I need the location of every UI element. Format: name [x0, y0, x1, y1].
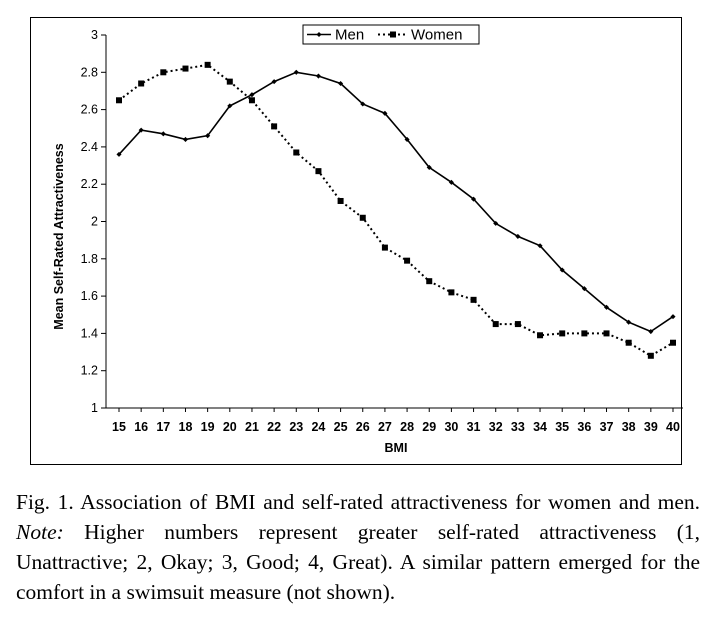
- data-point-women: [204, 61, 211, 68]
- caption-text-1: Association of BMI and self-rated attrac…: [80, 490, 700, 514]
- data-point-men: [360, 101, 366, 107]
- x-tick-label: 25: [334, 420, 348, 434]
- x-tick-label: 36: [577, 420, 591, 434]
- x-tick-label: 26: [356, 420, 370, 434]
- data-point-women: [404, 257, 411, 264]
- data-point-women: [514, 321, 521, 328]
- y-tick-label: 1.6: [81, 289, 98, 303]
- x-tick-label: 21: [245, 420, 259, 434]
- data-point-men: [182, 136, 189, 142]
- data-point-men: [205, 133, 211, 139]
- data-point-women: [426, 278, 433, 285]
- data-point-women: [559, 330, 566, 337]
- data-point-men: [670, 314, 676, 320]
- data-point-women: [315, 168, 322, 175]
- legend-label-men: Men: [335, 27, 364, 44]
- y-tick-label: 1.4: [81, 326, 98, 340]
- data-point-women: [647, 352, 654, 359]
- x-tick-label: 28: [400, 420, 414, 434]
- data-point-women: [138, 80, 145, 87]
- data-point-women: [226, 78, 233, 85]
- x-tick-label: 17: [156, 420, 170, 434]
- x-tick-label: 35: [555, 420, 569, 434]
- data-point-women: [670, 339, 676, 346]
- chart-frame: 1 1.2 1.4 1.6 1.8 2 2.2 2.4 2.6 2.8 3 15 16 17 18 19 20 2…: [30, 17, 683, 465]
- x-tick-label: 27: [378, 420, 392, 434]
- x-tick-label: 40: [666, 420, 680, 434]
- x-tick-label: 37: [600, 420, 614, 434]
- legend-label-women: Women: [411, 27, 462, 44]
- series-line-men: [118, 71, 674, 333]
- y-tick-label: 2.6: [81, 103, 98, 117]
- data-point-women: [337, 197, 344, 204]
- data-point-women: [116, 97, 122, 104]
- x-tick-label: 22: [267, 420, 281, 434]
- data-point-women: [581, 330, 588, 337]
- data-point-men: [293, 69, 299, 75]
- data-point-men: [493, 220, 499, 226]
- data-point-women: [603, 330, 610, 337]
- x-axis-title: BMI: [385, 441, 408, 455]
- data-point-men: [160, 131, 166, 137]
- data-point-women: [182, 65, 189, 72]
- y-tick-label: 2.8: [81, 65, 98, 79]
- caption-text-2: Higher numbers represent greater self-ra…: [16, 520, 700, 604]
- x-tick-label: 34: [533, 420, 547, 434]
- y-tick-label: 3: [91, 28, 98, 42]
- series-line-women: [118, 63, 674, 357]
- x-tick-label: 24: [311, 420, 325, 434]
- data-point-women: [160, 69, 167, 76]
- data-point-women: [448, 289, 455, 296]
- x-tick-label: 16: [134, 420, 148, 434]
- y-tick-label: 2.2: [81, 177, 98, 191]
- y-tick-label: 2: [91, 215, 98, 229]
- data-point-men: [338, 80, 344, 87]
- x-tick-label: 15: [112, 420, 126, 434]
- data-point-women: [537, 332, 544, 339]
- caption-note-label: Note:: [16, 520, 64, 544]
- data-point-women: [271, 123, 278, 130]
- y-tick-label: 1.2: [81, 364, 98, 378]
- data-point-men: [603, 304, 610, 310]
- x-tick-label: 39: [644, 420, 658, 434]
- x-tick-label: 31: [467, 420, 481, 434]
- data-point-women: [470, 296, 477, 303]
- data-point-men: [138, 127, 144, 133]
- data-point-men: [448, 179, 454, 185]
- data-point-women: [293, 149, 300, 156]
- data-point-women: [248, 97, 255, 104]
- data-point-men: [315, 73, 321, 79]
- data-point-men: [648, 328, 654, 335]
- data-point-men: [626, 319, 632, 325]
- legend-marker-women: [390, 31, 396, 38]
- data-point-women: [381, 244, 388, 251]
- x-tick-label: 23: [289, 420, 303, 434]
- x-tick-label: 33: [511, 420, 525, 434]
- line-chart: 1 1.2 1.4 1.6 1.8 2 2.2 2.4 2.6 2.8 3 15 16 17 18 19 20 2…: [52, 24, 683, 455]
- data-point-women: [359, 214, 366, 221]
- x-tick-label: 19: [201, 420, 215, 434]
- y-axis-title: Mean Self-Rated Attractiveness: [52, 143, 66, 329]
- data-point-women: [492, 321, 499, 328]
- y-tick-label: 2.4: [81, 140, 98, 154]
- y-tick-label: 1: [91, 401, 98, 415]
- caption-fig-label: Fig. 1.: [16, 490, 74, 514]
- x-tick-label: 30: [444, 420, 458, 434]
- x-tick-label: 32: [489, 420, 503, 434]
- figure-caption: Fig. 1. Association of BMI and self-rate…: [16, 487, 700, 607]
- x-tick-label: 29: [422, 420, 436, 434]
- data-point-women: [625, 339, 632, 346]
- data-point-men: [116, 151, 122, 157]
- y-tick-label: 1.8: [81, 252, 98, 266]
- x-tick-label: 38: [622, 420, 636, 434]
- x-tick-label: 20: [223, 420, 237, 434]
- x-tick-label: 18: [179, 420, 193, 434]
